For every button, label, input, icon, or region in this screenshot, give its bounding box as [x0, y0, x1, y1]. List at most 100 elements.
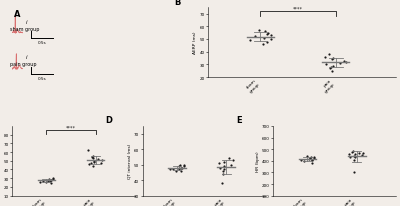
Point	[219, 172, 226, 176]
Point	[264, 41, 270, 44]
Point	[98, 161, 104, 164]
Point	[351, 155, 358, 159]
Text: 0.5s: 0.5s	[38, 41, 46, 45]
Point	[36, 180, 43, 184]
Point	[86, 163, 92, 166]
Point	[268, 38, 274, 41]
Point	[47, 178, 54, 182]
Point	[304, 155, 310, 158]
Point	[89, 156, 95, 159]
Y-axis label: HR (bpm): HR (bpm)	[256, 151, 260, 171]
Y-axis label: PR interval (ms): PR interval (ms)	[0, 144, 2, 178]
Point	[260, 37, 267, 40]
Point	[251, 36, 258, 39]
Point	[262, 30, 269, 34]
Point	[308, 159, 315, 162]
Point	[268, 34, 274, 38]
Point	[329, 65, 336, 68]
Point	[99, 158, 106, 162]
Point	[330, 57, 336, 60]
Text: 0.5s: 0.5s	[38, 77, 46, 81]
Point	[356, 151, 362, 154]
Point	[341, 60, 347, 63]
Point	[221, 168, 227, 171]
Point	[327, 67, 334, 70]
Point	[90, 159, 97, 163]
Point	[306, 156, 313, 160]
Point	[90, 154, 96, 157]
Text: pain group: pain group	[10, 61, 37, 66]
Point	[45, 178, 52, 181]
Point	[360, 152, 366, 155]
Point	[264, 32, 271, 35]
Point	[39, 179, 46, 183]
Y-axis label: QT interval (ms): QT interval (ms)	[128, 143, 132, 179]
Point	[95, 158, 102, 161]
Point	[88, 162, 95, 165]
Point	[349, 151, 356, 154]
Point	[170, 168, 176, 171]
Point	[90, 157, 96, 160]
Point	[306, 158, 312, 161]
Text: i: i	[26, 20, 28, 25]
Point	[90, 160, 97, 164]
Point	[90, 165, 96, 168]
Point	[264, 33, 270, 36]
Point	[359, 153, 365, 157]
Point	[226, 157, 232, 160]
Point	[178, 166, 184, 170]
Text: i: i	[26, 54, 28, 59]
Point	[311, 157, 318, 160]
Point	[50, 178, 56, 181]
Point	[343, 61, 349, 64]
Point	[216, 162, 222, 165]
Point	[42, 180, 49, 184]
Text: sham group: sham group	[10, 27, 40, 32]
Point	[351, 154, 358, 157]
Point	[329, 58, 336, 62]
Point	[181, 165, 187, 168]
Point	[346, 153, 353, 156]
Point	[350, 150, 356, 153]
Point	[178, 166, 185, 170]
Point	[45, 179, 51, 183]
Text: ****: ****	[66, 125, 76, 130]
Point	[311, 156, 318, 159]
Point	[221, 165, 227, 168]
Point	[337, 62, 343, 66]
Point	[219, 182, 225, 185]
Point	[181, 163, 187, 166]
Point	[85, 149, 92, 152]
Point	[177, 163, 184, 166]
Point	[300, 160, 307, 163]
Point	[352, 152, 358, 156]
Text: ****: ****	[293, 7, 303, 12]
Text: A: A	[14, 10, 20, 19]
Point	[260, 43, 266, 47]
Point	[322, 63, 329, 67]
Point	[50, 177, 57, 180]
Point	[48, 178, 54, 182]
Point	[230, 159, 236, 162]
Point	[351, 171, 357, 174]
Text: E: E	[236, 116, 242, 125]
Point	[326, 53, 332, 57]
Point	[167, 168, 173, 171]
Point	[221, 160, 228, 163]
Point	[220, 169, 226, 173]
Text: B: B	[174, 0, 180, 7]
Point	[328, 70, 335, 73]
Point	[173, 169, 180, 173]
Point	[175, 168, 182, 171]
Point	[308, 162, 315, 165]
Point	[228, 163, 235, 166]
Point	[47, 181, 54, 184]
Point	[308, 155, 314, 159]
Point	[297, 158, 304, 162]
Point	[322, 56, 328, 59]
Point	[328, 66, 334, 69]
Point	[347, 156, 353, 159]
Point	[216, 166, 223, 170]
Point	[176, 165, 182, 168]
Text: D: D	[106, 116, 113, 125]
